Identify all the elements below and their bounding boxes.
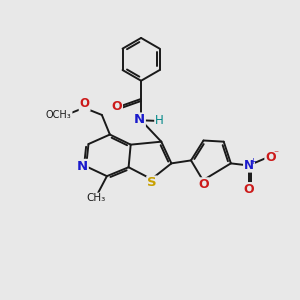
Text: S: S (147, 176, 157, 190)
Text: O: O (266, 151, 276, 164)
Text: H: H (155, 114, 164, 128)
Text: O: O (198, 178, 209, 191)
Text: N: N (244, 159, 254, 172)
Text: N: N (134, 113, 145, 127)
Text: +: + (249, 157, 256, 166)
Text: O: O (80, 98, 90, 110)
Text: O: O (243, 183, 254, 196)
Text: OCH₃: OCH₃ (46, 110, 72, 120)
Text: ⁻: ⁻ (273, 149, 278, 159)
Text: O: O (111, 100, 122, 113)
Text: N: N (77, 160, 88, 173)
Text: CH₃: CH₃ (86, 194, 105, 203)
